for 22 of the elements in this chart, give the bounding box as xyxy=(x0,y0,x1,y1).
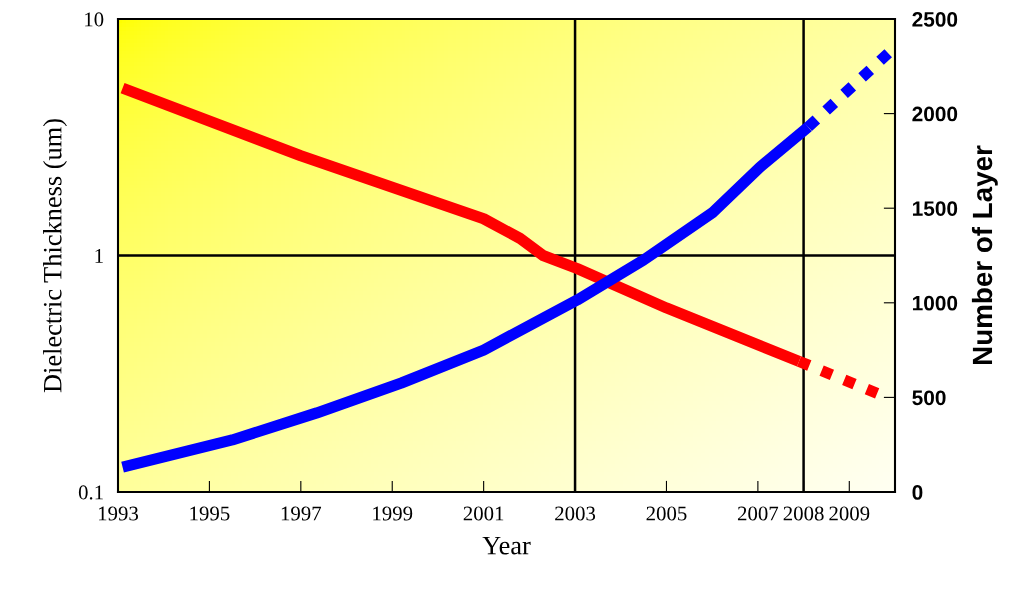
x-tick-label: 2008 xyxy=(783,506,824,521)
y2-axis-title: Number of Layer xyxy=(971,145,998,364)
y2-tick-label: 1500 xyxy=(912,201,958,216)
x-tick-label: 2007 xyxy=(737,506,779,521)
x-tick-label: 2003 xyxy=(555,506,596,521)
x-tick-label: 2005 xyxy=(646,506,687,521)
y-tick-label: 0.1 xyxy=(78,485,103,500)
y-axis-title: Dielectric Thickness (um) xyxy=(43,119,67,393)
y2-tick-label: 2500 xyxy=(912,12,958,27)
x-axis-title: Year xyxy=(482,536,531,555)
x-tick-label: 2009 xyxy=(829,506,870,521)
x-tick-label: 1999 xyxy=(373,506,413,521)
x-tick-label: 2001 xyxy=(463,506,504,521)
x-tick-label: 1997 xyxy=(281,506,322,521)
y2-tick-label: 1000 xyxy=(912,295,958,311)
y2-tick-label: 500 xyxy=(912,390,946,406)
y2-tick-label: 0 xyxy=(912,485,923,500)
x-tick-label: 1993 xyxy=(99,506,139,521)
y2-tick-label: 2000 xyxy=(912,106,958,122)
y-tick-label: 1 xyxy=(95,248,103,263)
y-tick-label: 10 xyxy=(85,12,104,27)
x-tick-label: 1995 xyxy=(190,506,230,521)
